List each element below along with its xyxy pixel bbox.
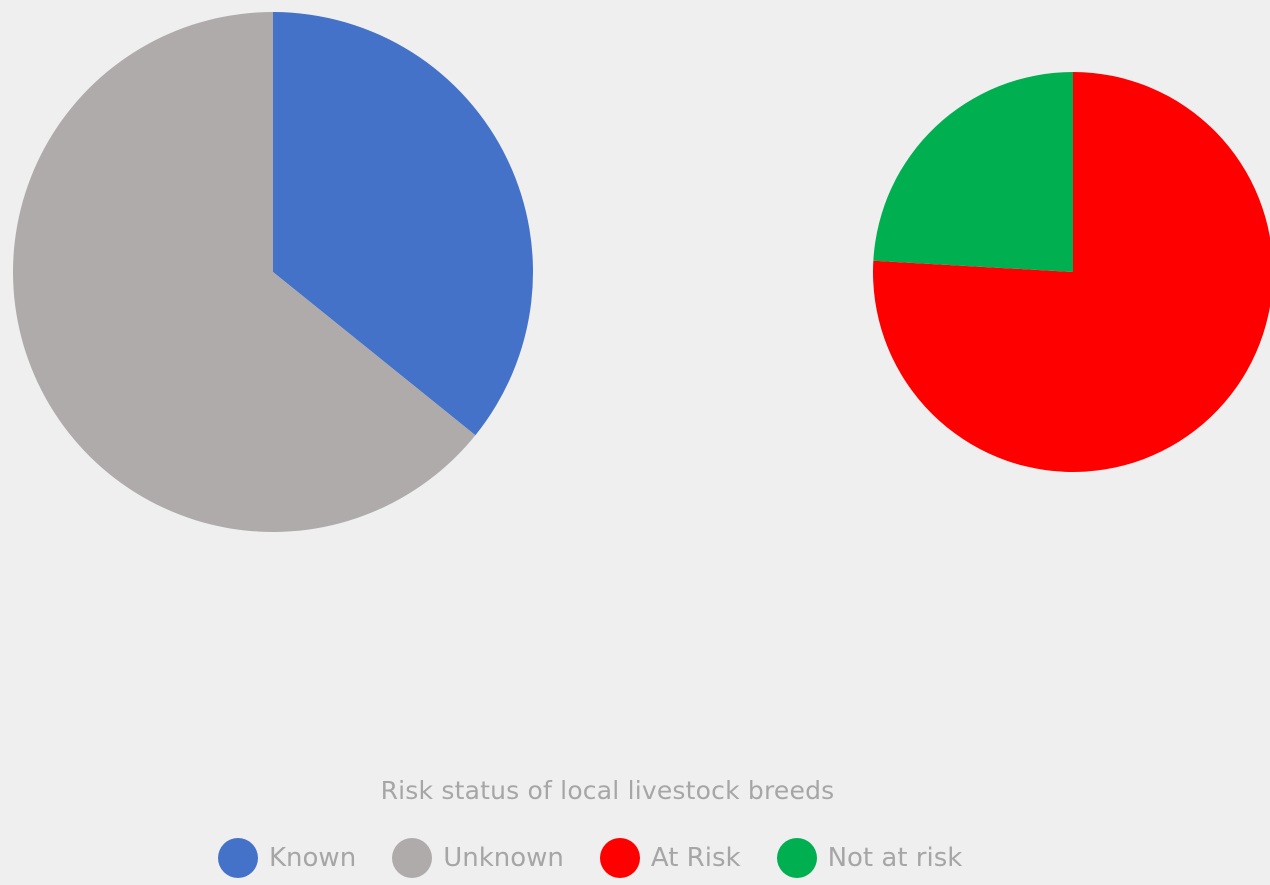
legend-item-at-risk[interactable]: At Risk	[599, 838, 741, 878]
legend-label-unknown: Unknown	[443, 843, 564, 873]
pie-1	[13, 12, 534, 532]
legend-item-not-at-risk[interactable]: Not at risk	[776, 838, 963, 878]
legend-swatch-unknown	[392, 838, 433, 878]
pie-slice-at-risk[interactable]	[873, 72, 1270, 472]
pie-slice-unknown[interactable]	[13, 12, 476, 532]
pie-slice-not-at-risk[interactable]	[873, 72, 1073, 272]
legend-label-not-at-risk: Not at risk	[827, 843, 963, 873]
legend-swatch-at-risk	[599, 838, 640, 878]
legend-item-unknown[interactable]: Unknown	[392, 838, 564, 878]
legend-swatch-known	[218, 838, 258, 878]
legend-item-known[interactable]: Known	[218, 838, 356, 878]
pie-2	[873, 72, 1270, 472]
legend: Known Unknown At Risk Not at risk	[218, 836, 998, 880]
pie-slice-known[interactable]	[273, 12, 534, 436]
legend-label-at-risk: At Risk	[650, 843, 741, 873]
legend-label-known: Known	[269, 843, 357, 873]
chart-title: Risk status of local livestock breeds	[380, 776, 835, 805]
legend-swatch-not-at-risk	[776, 838, 817, 878]
